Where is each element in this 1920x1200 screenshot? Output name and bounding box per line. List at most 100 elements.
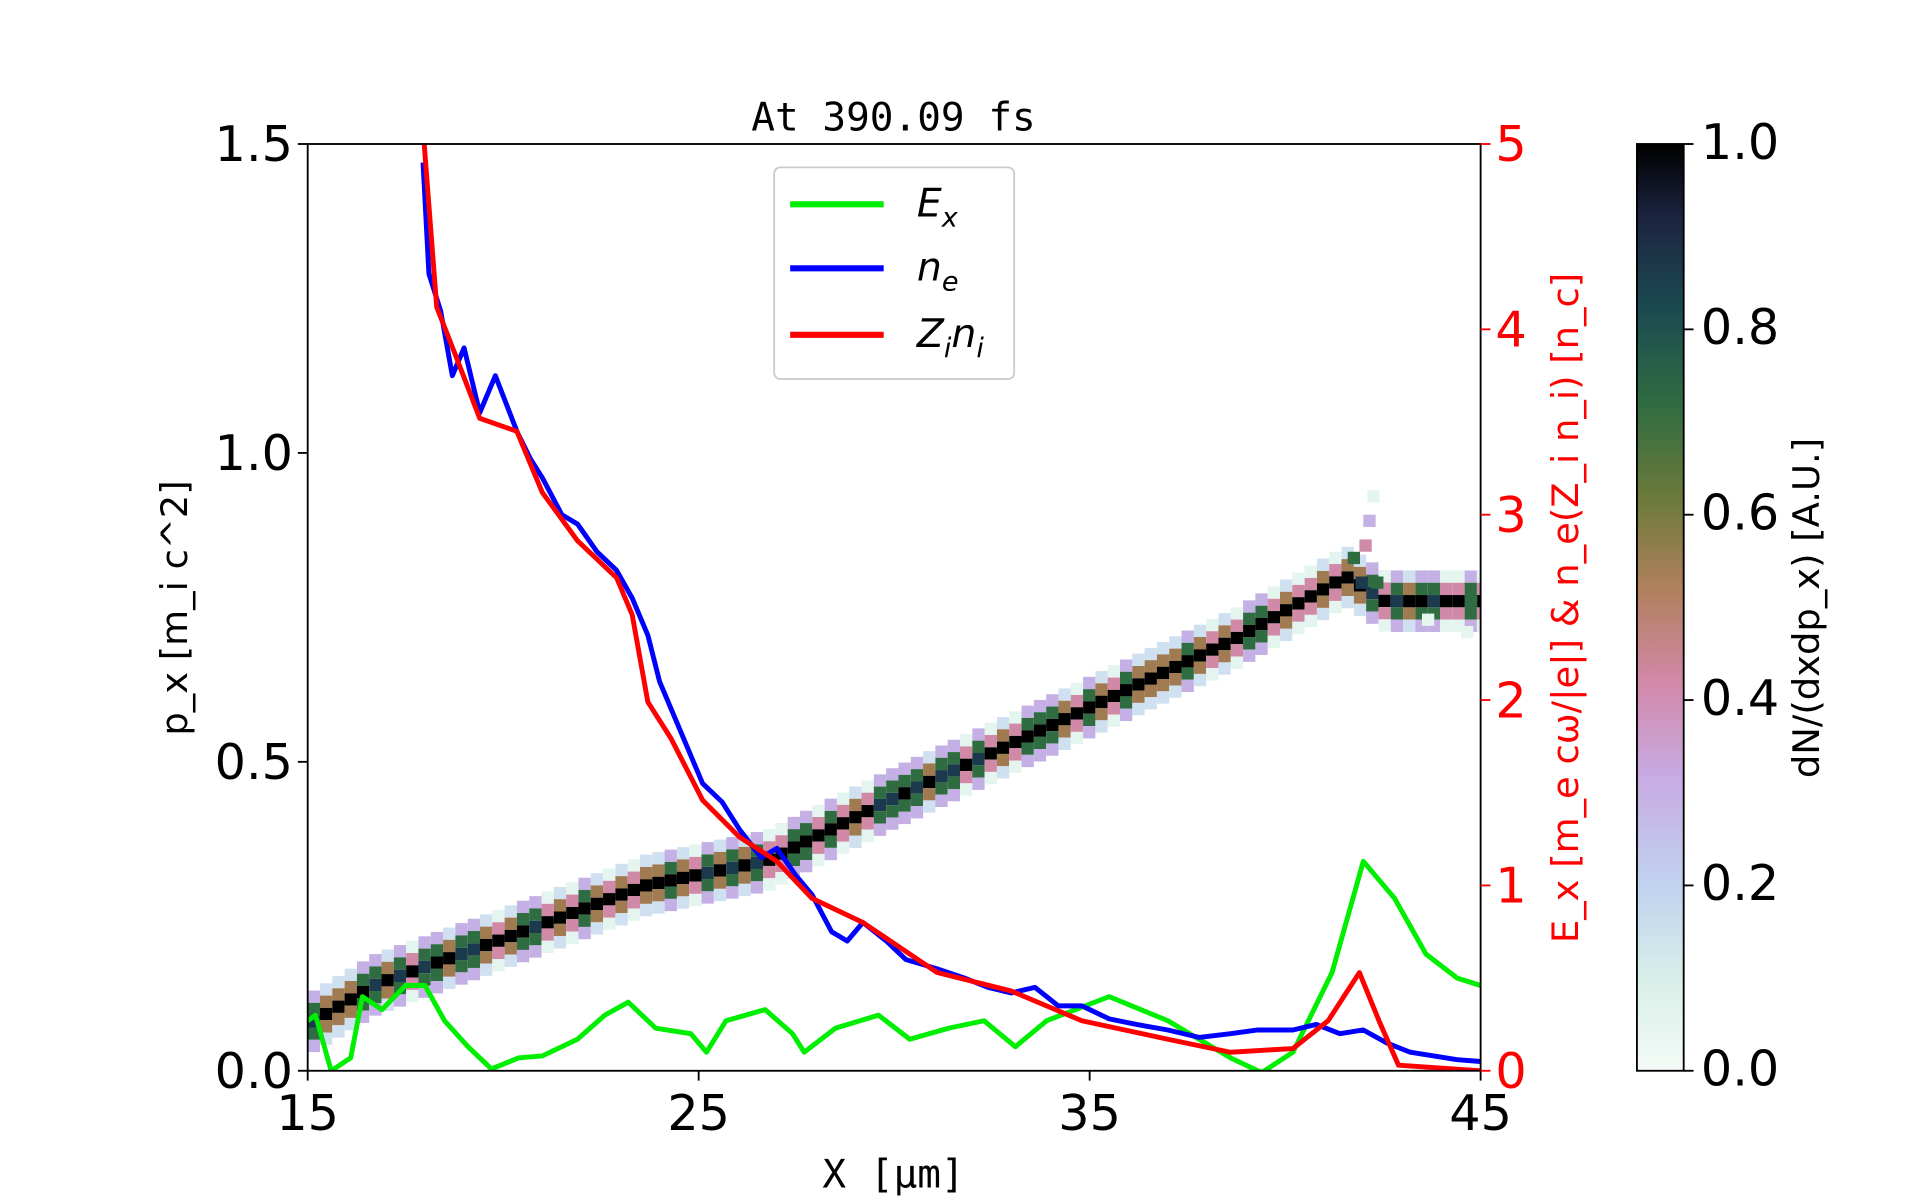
colorbar — [1636, 143, 1685, 1072]
heatmap-cell — [701, 842, 714, 855]
heatmap-cell — [1070, 694, 1084, 708]
heatmap-cell — [873, 774, 887, 787]
heatmap-cell — [627, 859, 640, 872]
heatmap-cell — [1193, 673, 1207, 687]
heatmap-cell — [1070, 719, 1084, 732]
heatmap-cell — [824, 810, 837, 824]
heatmap-cell — [1341, 571, 1354, 584]
heatmap-cell — [1009, 735, 1022, 749]
heatmap-cell — [1144, 660, 1157, 673]
heatmap-cell — [1390, 607, 1404, 620]
heatmap-cell — [332, 1025, 345, 1038]
heatmap-cell — [676, 847, 690, 860]
heatmap-cell — [713, 888, 727, 902]
heatmap-cell — [1156, 691, 1170, 704]
heatmap-cell — [701, 891, 714, 904]
heatmap-cell — [1021, 742, 1034, 755]
heatmap-cell — [1452, 595, 1465, 608]
heatmap-cell — [1359, 539, 1372, 552]
heatmap-cell — [504, 954, 517, 967]
heatmap-cell — [566, 919, 579, 932]
heatmap-cell — [1095, 671, 1108, 684]
heatmap-cell — [504, 917, 517, 930]
heatmap-cell — [1156, 666, 1170, 680]
heatmap-cell — [1046, 694, 1059, 707]
heatmap-cell — [467, 955, 480, 968]
heatmap-cell — [935, 782, 948, 795]
heatmap-cell — [1255, 593, 1268, 606]
heatmap-cell — [1452, 582, 1465, 596]
heatmap-cell — [492, 946, 505, 960]
heatmap-cell — [1304, 577, 1317, 591]
heatmap-cell — [1304, 590, 1317, 603]
heatmap-cell — [1132, 690, 1145, 703]
heatmap-cell — [996, 729, 1010, 742]
heatmap-cell — [1120, 659, 1133, 672]
heatmap-cell — [1464, 582, 1477, 596]
heatmap-cell — [418, 960, 431, 974]
heatmap-cell — [1440, 570, 1453, 583]
heatmap-cell — [996, 766, 1010, 779]
heatmap-cell — [406, 940, 419, 953]
heatmap-cell — [1366, 586, 1379, 600]
heatmap-cell — [960, 783, 973, 796]
heatmap-cell — [307, 990, 320, 1003]
heatmap-cell — [1058, 688, 1071, 701]
heatmap-cell — [960, 758, 973, 771]
heatmap-cell — [701, 866, 714, 880]
heatmap-cell — [541, 903, 554, 917]
heatmap-cell — [713, 851, 727, 865]
heatmap-cell — [1461, 625, 1474, 639]
heatmap-cell — [430, 944, 444, 957]
x-tick-label: 15 — [276, 1084, 339, 1142]
heatmap-cell — [480, 963, 493, 976]
heatmap-cell — [1347, 551, 1360, 565]
heatmap-cell — [1464, 607, 1477, 620]
heatmap-cell — [824, 847, 837, 861]
heatmap-cell — [1329, 564, 1342, 577]
heatmap-cell — [1230, 607, 1244, 620]
heatmap-cell — [418, 973, 431, 986]
colorbar-tick-label: 1.0 — [1701, 113, 1779, 171]
heatmap-cell — [1009, 748, 1022, 761]
heatmap-cell — [467, 931, 480, 944]
heatmap-cell — [652, 852, 665, 865]
heatmap-cell — [726, 886, 739, 899]
heatmap-cell — [430, 931, 444, 945]
heatmap-cell — [603, 905, 616, 918]
heatmap-cell — [1206, 668, 1219, 681]
heatmap-cell — [590, 922, 604, 935]
heatmap-cell — [1390, 595, 1404, 608]
heatmap-cell — [972, 752, 985, 766]
heatmap-cell — [652, 901, 665, 914]
heatmap-cell — [689, 844, 702, 857]
heatmap-cell — [1267, 635, 1280, 648]
heatmap-cell — [1107, 677, 1120, 690]
heatmap-cell — [1021, 754, 1034, 768]
heatmap-cell — [566, 894, 579, 907]
heatmap-cell — [1353, 566, 1367, 580]
heatmap-cell — [1243, 649, 1256, 662]
heatmap-cell — [935, 794, 948, 807]
heatmap-cell — [603, 893, 616, 906]
heatmap-cell — [1403, 570, 1416, 583]
heatmap-cell — [1353, 603, 1367, 617]
heatmap-cell — [1156, 679, 1170, 692]
heatmap-cell — [393, 945, 407, 958]
heatmap-cell — [1132, 665, 1145, 679]
heatmap-cell — [1230, 644, 1244, 657]
heatmap-cell — [504, 905, 517, 918]
heatmap-cell — [972, 765, 985, 778]
heatmap-cell — [787, 853, 800, 867]
heatmap-cell — [1218, 613, 1231, 626]
heatmap-cell — [836, 841, 850, 855]
heatmap-cell — [1070, 682, 1084, 695]
heatmap-cell — [812, 853, 825, 867]
heatmap-cell — [1083, 726, 1096, 739]
heatmap-cell — [529, 920, 542, 934]
heatmap-cell — [1304, 614, 1317, 628]
heatmap-cell — [812, 841, 825, 854]
heatmap-cell — [1280, 591, 1293, 605]
heatmap-cell — [615, 863, 628, 877]
